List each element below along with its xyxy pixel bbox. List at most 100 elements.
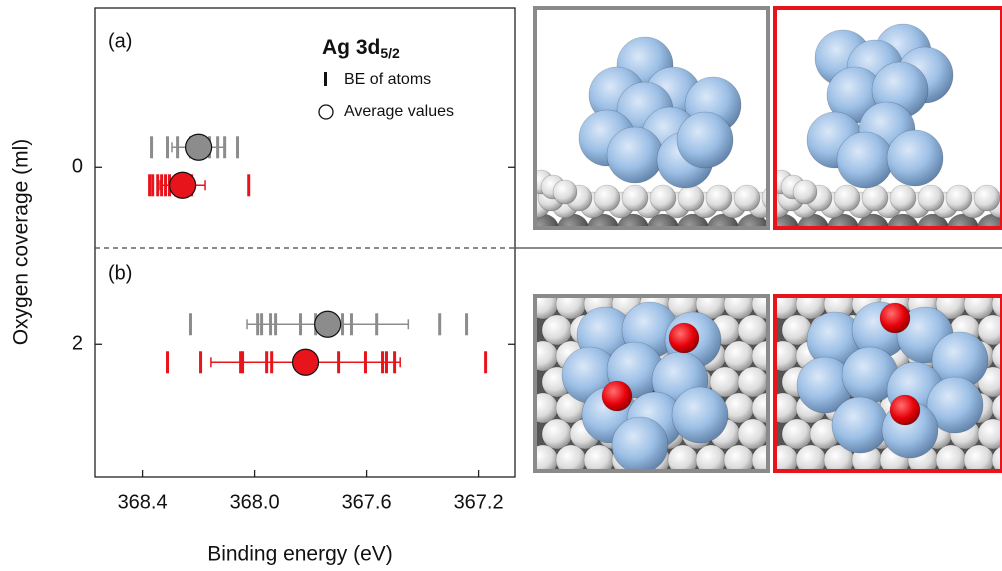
atom-sphere bbox=[601, 380, 633, 412]
atom-sphere bbox=[552, 179, 578, 205]
atom-sphere bbox=[671, 386, 729, 444]
title-sub: 5/2 bbox=[380, 45, 400, 61]
atom-sphere bbox=[977, 314, 1002, 346]
structure-renderings bbox=[535, 23, 1002, 471]
panel-label: (b) bbox=[108, 262, 132, 284]
atom-sphere bbox=[886, 129, 944, 187]
y-tick-label: 0 bbox=[72, 156, 83, 178]
x-tick-label: 367.2 bbox=[454, 491, 504, 513]
atom-sphere bbox=[775, 340, 799, 372]
atom-sphere bbox=[977, 418, 1002, 450]
atom-sphere bbox=[723, 340, 755, 372]
atom-be-tick bbox=[148, 174, 152, 197]
atom-sphere bbox=[879, 302, 911, 334]
atom-be-tick bbox=[166, 351, 170, 374]
atom-sphere bbox=[541, 418, 573, 450]
atom-sphere bbox=[649, 184, 677, 212]
image-frame bbox=[533, 6, 770, 230]
atom-be-tick bbox=[199, 351, 203, 374]
rendering bbox=[535, 296, 768, 471]
atom-sphere bbox=[621, 184, 649, 212]
atom-sphere bbox=[616, 213, 650, 228]
atom-sphere bbox=[676, 111, 734, 169]
atom-sphere bbox=[991, 445, 1002, 471]
atom-sphere bbox=[737, 366, 768, 398]
atom-sphere bbox=[775, 392, 799, 424]
atom-sphere bbox=[991, 341, 1002, 371]
atom-sphere bbox=[541, 314, 573, 346]
x-tick-label: 368.0 bbox=[230, 491, 280, 513]
atom-sphere bbox=[889, 184, 917, 212]
image-frame bbox=[533, 294, 770, 473]
atom-sphere bbox=[723, 392, 755, 424]
atom-sphere bbox=[963, 296, 995, 320]
legend-tick bbox=[324, 72, 327, 86]
atom-sphere bbox=[945, 184, 973, 212]
legend-label: Average values bbox=[344, 103, 454, 120]
chart-title: Ag 3d5/2 bbox=[322, 36, 400, 61]
atom-sphere bbox=[781, 418, 813, 450]
atom-be-tick bbox=[166, 136, 170, 159]
atom-be-tick bbox=[247, 174, 251, 197]
atom-sphere bbox=[991, 296, 1002, 319]
atom-sphere bbox=[861, 184, 889, 212]
rendering bbox=[775, 296, 1002, 471]
atom-sphere bbox=[886, 213, 920, 228]
atom-sphere bbox=[916, 213, 950, 228]
atom-be-tick bbox=[151, 174, 155, 197]
atom-sphere bbox=[856, 213, 890, 228]
image-frame bbox=[773, 6, 1002, 230]
x-axis-label: Binding energy (eV) bbox=[207, 543, 393, 566]
atom-sphere bbox=[668, 322, 700, 354]
atom-be-tick bbox=[465, 313, 469, 336]
image-frame bbox=[773, 294, 1002, 473]
atom-sphere bbox=[535, 392, 559, 424]
atom-sphere bbox=[646, 213, 680, 228]
atom-sphere bbox=[831, 396, 889, 454]
atom-sphere bbox=[836, 131, 894, 189]
atom-sphere bbox=[535, 296, 559, 320]
atom-sphere bbox=[705, 184, 733, 212]
atom-sphere bbox=[593, 184, 621, 212]
atom-sphere bbox=[555, 296, 587, 320]
atom-sphere bbox=[795, 296, 827, 320]
atom-sphere bbox=[723, 296, 755, 320]
atom-sphere bbox=[737, 314, 768, 346]
atom-sphere bbox=[973, 184, 1001, 212]
atom-be-tick bbox=[156, 174, 160, 197]
rendering bbox=[775, 23, 1002, 228]
atom-sphere bbox=[775, 296, 799, 320]
atom-sphere bbox=[611, 416, 669, 471]
x-tick-label: 368.4 bbox=[118, 491, 168, 513]
atom-be-tick bbox=[150, 136, 154, 159]
atom-sphere bbox=[926, 376, 984, 434]
average-marker bbox=[314, 310, 342, 338]
atom-sphere bbox=[535, 340, 559, 372]
legend-circle bbox=[318, 104, 334, 120]
atom-sphere bbox=[792, 179, 818, 205]
atom-be-tick bbox=[484, 351, 488, 374]
title-main: Ag 3d bbox=[322, 36, 380, 59]
atom-sphere bbox=[733, 184, 761, 212]
average-marker bbox=[185, 133, 213, 161]
atom-sphere bbox=[917, 184, 945, 212]
atom-be-tick bbox=[438, 313, 442, 336]
atom-sphere bbox=[991, 393, 1002, 423]
plot-frame bbox=[94, 7, 516, 478]
atom-sphere bbox=[606, 126, 664, 184]
legend-label: BE of atoms bbox=[344, 71, 431, 88]
atom-sphere bbox=[737, 418, 768, 450]
y-axis-label: Oxygen coverage (ml) bbox=[10, 139, 33, 346]
atom-sphere bbox=[676, 213, 710, 228]
average-marker bbox=[169, 171, 197, 199]
atom-sphere bbox=[889, 394, 921, 426]
atom-sphere bbox=[677, 184, 705, 212]
atom-be-tick bbox=[236, 136, 240, 159]
panel-label: (a) bbox=[108, 30, 132, 52]
atom-sphere bbox=[977, 366, 1002, 398]
x-tick-label: 367.6 bbox=[342, 491, 392, 513]
atom-be-tick bbox=[188, 313, 192, 336]
